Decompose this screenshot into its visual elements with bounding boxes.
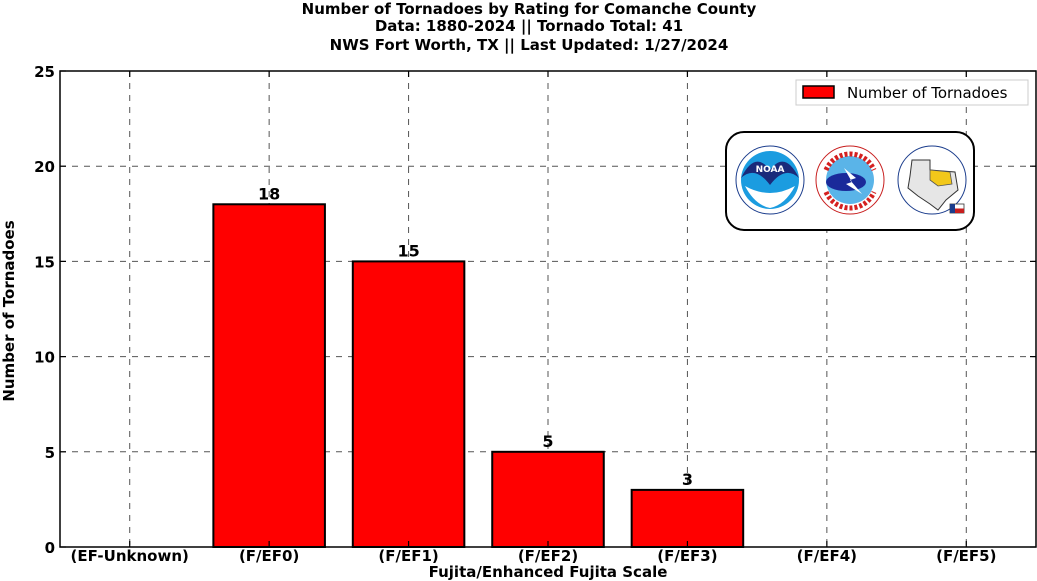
bar-f-ef2 (491, 450, 605, 548)
bars (212, 203, 745, 549)
x-tick-label: (F/EF2) (518, 547, 578, 565)
chart-title-line-2: Data: 1880-2024 || Tornado Total: 41 (374, 17, 684, 35)
x-tick-label: (EF-Unknown) (71, 547, 189, 565)
data-labels: 18 15 5 3 (258, 184, 693, 489)
x-axis-ticks: (EF-Unknown) (F/EF0) (F/EF1) (F/EF2) (F/EF3)… (71, 71, 996, 565)
legend: Number of Tornadoes (795, 79, 1029, 106)
bar-value-label: 18 (258, 184, 280, 203)
y-tick-label: 0 (45, 539, 55, 557)
y-tick-label: 5 (45, 444, 55, 462)
legend-label: Number of Tornadoes (847, 84, 1008, 102)
y-tick-label: 15 (34, 253, 55, 271)
x-tick-label: (F/EF3) (657, 547, 717, 565)
bar-f-ef0 (212, 203, 326, 548)
noaa-logo-text: NOAA (756, 165, 785, 175)
x-tick-label: (F/EF0) (239, 547, 299, 565)
plot-frame (59, 70, 1037, 548)
bar-value-label: 3 (682, 470, 693, 489)
bar-f-ef1 (351, 260, 466, 548)
chart-title-line-3: NWS Fort Worth, TX || Last Updated: 1/27… (329, 36, 729, 54)
y-tick-label: 25 (34, 63, 55, 81)
agency-logos: NOAA (725, 131, 975, 231)
x-axis-label: Fujita/Enhanced Fujita Scale (429, 563, 668, 581)
bar-value-label: 15 (397, 241, 419, 260)
bar-value-label: 5 (542, 432, 553, 451)
y-axis-label: Number of Tornadoes (0, 220, 18, 401)
y-tick-label: 20 (34, 158, 55, 176)
chart-title-line-1: Number of Tornadoes by Rating for Comanc… (301, 0, 757, 18)
x-tick-label: (F/EF4) (797, 547, 857, 565)
y-tick-label: 10 (34, 349, 55, 367)
nws-logo (815, 145, 885, 215)
bar-f-ef3 (630, 488, 745, 549)
fort-worth-logo (897, 145, 967, 215)
noaa-logo: NOAA (735, 145, 805, 215)
x-tick-label: (F/EF5) (936, 547, 996, 565)
x-tick-label: (F/EF1) (378, 547, 438, 565)
legend-swatch (802, 85, 835, 99)
